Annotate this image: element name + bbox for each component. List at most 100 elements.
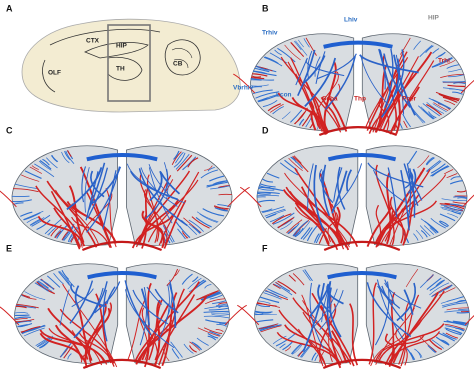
vessel-blue: [175, 221, 191, 238]
vessel-red: [48, 328, 108, 365]
vessel-blue: [258, 184, 271, 188]
vessel-blue: [447, 213, 459, 218]
vessel-blue: [314, 354, 319, 362]
brain-lobe: [365, 263, 470, 364]
vessel-red: [311, 292, 355, 367]
vessel-blue: [209, 330, 221, 337]
annotation: CB: [173, 61, 183, 68]
vessel-blue: [218, 305, 229, 309]
vessel-blue: [374, 281, 390, 346]
vessel-blue: [203, 327, 223, 335]
vessel-blue: [42, 158, 50, 166]
vessel-blue: [213, 206, 229, 211]
vessel-blue: [442, 284, 453, 291]
midline-vein: [327, 271, 397, 280]
vessel-red: [143, 214, 164, 244]
vessel-red: [294, 207, 334, 243]
vessel-blue: [212, 300, 227, 305]
vessel-red: [349, 303, 359, 366]
vessel-blue: [293, 155, 302, 164]
vessel-blue: [403, 289, 414, 315]
vessel-red: [285, 186, 339, 251]
vessel-blue: [188, 219, 204, 232]
vessel-red: [59, 308, 115, 364]
vessel-blue: [262, 178, 274, 183]
panel-label: E: [6, 243, 12, 253]
vessel-blue: [272, 335, 287, 345]
vessel-blue: [439, 203, 465, 210]
vessel-blue: [290, 156, 303, 169]
vessel-red: [323, 61, 337, 135]
vessel-red: [309, 100, 317, 131]
vessel-blue: [259, 324, 282, 331]
midline-vein: [327, 153, 397, 162]
vessel-red: [127, 298, 146, 361]
vessel-red: [277, 92, 324, 128]
vessel-blue: [387, 167, 398, 218]
vessel-blue: [393, 54, 416, 116]
vessel-blue: [69, 280, 94, 324]
vessel-blue: [15, 304, 36, 309]
vessel-blue: [313, 233, 320, 243]
vessel-blue: [61, 151, 70, 164]
vessel-blue: [203, 310, 230, 313]
vessel-blue: [59, 270, 70, 284]
vessel-blue: [54, 230, 62, 239]
annotation: HIP: [428, 15, 440, 22]
vessel-blue: [250, 86, 263, 89]
olf-line: [42, 59, 56, 93]
vessel-blue: [426, 222, 439, 233]
vessel-blue: [171, 348, 180, 359]
vessel-blue: [313, 164, 325, 232]
vessel-blue: [279, 162, 299, 176]
vessel-blue: [429, 339, 443, 351]
vessel-blue: [269, 103, 284, 113]
annotation: Pcer: [402, 96, 417, 103]
cb-folds: [171, 48, 193, 69]
vessel-red: [331, 330, 348, 364]
vessel-red: [375, 204, 382, 247]
vessel-blue: [426, 102, 445, 114]
vessel-blue: [204, 284, 212, 289]
vessel-blue: [166, 268, 179, 286]
vessel-blue: [262, 99, 278, 108]
vessel-blue: [290, 42, 305, 57]
vessel-blue: [360, 56, 389, 106]
vessel-blue: [275, 332, 297, 347]
vessel-blue: [384, 282, 422, 309]
vessel-blue: [255, 319, 274, 323]
vessel-blue: [281, 111, 291, 120]
vessel-blue: [70, 283, 107, 308]
vessel-blue: [419, 225, 431, 237]
vessel-blue: [20, 211, 33, 217]
vessel-red: [315, 71, 339, 127]
vessel-blue: [311, 352, 317, 361]
vessel-blue: [258, 187, 275, 191]
vessel-blue: [31, 165, 39, 170]
vessel-blue: [67, 353, 72, 360]
vessel-blue: [251, 75, 262, 78]
vessel-red: [141, 185, 150, 249]
vessel-blue: [432, 48, 440, 54]
vessel-red: [302, 311, 339, 364]
vessel-blue: [426, 277, 442, 290]
vessel-blue: [36, 219, 51, 230]
vessel-blue: [257, 199, 275, 203]
vessel-blue: [425, 45, 434, 53]
vessel-red: [464, 315, 474, 326]
vessel-blue: [65, 150, 75, 164]
vessel-blue: [286, 219, 303, 234]
vessel-blue: [175, 151, 184, 164]
vessel-blue: [307, 50, 313, 80]
vessel-blue: [446, 307, 469, 311]
annotation: Thp: [354, 96, 366, 103]
vessel-blue: [304, 57, 337, 108]
vessel-blue: [406, 347, 415, 361]
vessel-blue: [331, 170, 348, 214]
vessel-blue: [189, 341, 201, 351]
vessel-blue: [87, 167, 109, 219]
vessel-blue: [414, 348, 422, 359]
vessel-blue: [258, 323, 279, 330]
vessel-red: [71, 203, 117, 244]
vessel-blue: [259, 296, 280, 304]
